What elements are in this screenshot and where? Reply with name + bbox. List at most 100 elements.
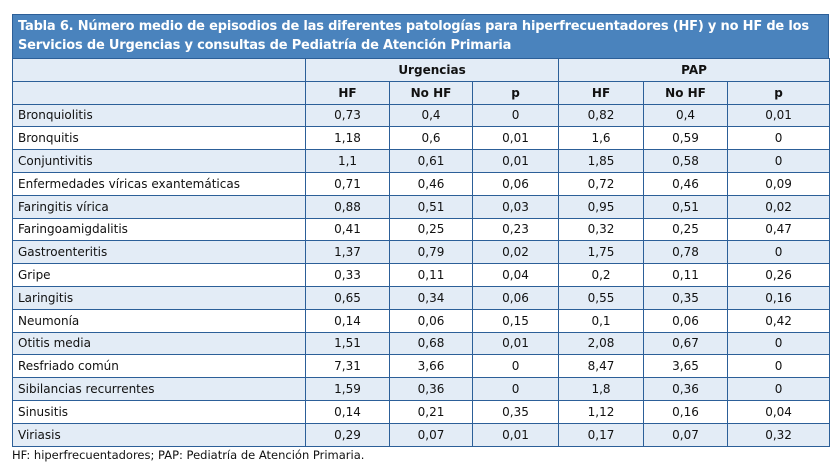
value-cell: 0,79	[389, 240, 473, 265]
value-cell: 0,88	[305, 194, 390, 219]
table-row: Viriasis 0,29 0,07 0,01 0,17 0,07 0,32	[12, 422, 831, 447]
value-cell: 0,2	[558, 263, 645, 287]
value-cell: 0,11	[389, 263, 473, 287]
value-cell: 0,51	[643, 194, 729, 219]
value-cell: 2,08	[558, 331, 645, 356]
value-cell: 1,18	[305, 126, 390, 151]
value-cell: 0,15	[471, 308, 560, 333]
row-label: Gripe	[12, 263, 306, 287]
value-cell: 0,61	[389, 149, 473, 173]
row-label: Laringitis	[12, 285, 306, 310]
value-cell: 0,65	[305, 285, 390, 310]
value-cell: 0,46	[389, 171, 473, 196]
value-cell: 0,73	[305, 103, 390, 128]
row-label: Sinusitis	[12, 399, 306, 424]
value-cell: 0,72	[558, 171, 645, 196]
value-cell: 0,1	[558, 308, 645, 333]
value-cell: 1,37	[305, 240, 390, 265]
value-cell: 8,47	[558, 354, 645, 379]
table-row: Conjuntivitis 1,1 0,61 0,01 1,85 0,58 0	[12, 149, 831, 173]
value-cell: 7,31	[305, 354, 390, 379]
value-cell: 0,09	[727, 171, 831, 196]
group-header-pap: PAP	[558, 58, 831, 82]
value-cell: 0,01	[471, 422, 560, 447]
subheader-cell: No HF	[643, 80, 729, 105]
value-cell: 0,01	[727, 103, 831, 128]
value-cell: 0,42	[727, 308, 831, 333]
table-row: Bronquitis 1,18 0,6 0,01 1,6 0,59 0	[12, 126, 831, 151]
value-cell: 0,14	[305, 308, 390, 333]
table-row: Faringitis vírica 0,88 0,51 0,03 0,95 0,51 0,0…	[12, 194, 831, 219]
value-cell: 0,25	[389, 217, 473, 242]
value-cell: 1,51	[305, 331, 390, 356]
empty-header-cell	[12, 80, 306, 105]
value-cell: 1,8	[558, 377, 645, 401]
row-label: Resfriado común	[12, 354, 306, 379]
value-cell: 0,82	[558, 103, 645, 128]
value-cell: 0,06	[643, 308, 729, 333]
row-label: Neumonía	[12, 308, 306, 333]
value-cell: 1,6	[558, 126, 645, 151]
value-cell: 0	[471, 354, 560, 379]
row-label: Enfermedades víricas exantemáticas	[12, 171, 306, 196]
table-row: Sinusitis 0,14 0,21 0,35 1,12 0,16 0,04	[12, 399, 831, 424]
table-row: Sibilancias recurrentes 1,59 0,36 0 1,8 0,36 0	[12, 377, 831, 401]
row-label: Conjuntivitis	[12, 149, 306, 173]
table-row: Otitis media 1,51 0,68 0,01 2,08 0,67 0	[12, 331, 831, 356]
table-row: Faringoamigdalitis 0,41 0,25 0,23 0,32 0,25 0,…	[12, 217, 831, 242]
group-header-urgencias: Urgencias	[304, 58, 560, 82]
value-cell: 0,26	[727, 263, 831, 287]
value-cell: 0,6	[389, 126, 473, 151]
table-row: Laringitis 0,65 0,34 0,06 0,55 0,35 0,16	[12, 285, 831, 310]
row-label: Bronquitis	[12, 126, 306, 151]
value-cell: 0,02	[471, 240, 560, 265]
value-cell: 0,4	[643, 103, 729, 128]
value-cell: 0,01	[471, 149, 560, 173]
value-cell: 0,36	[643, 377, 729, 401]
value-cell: 3,66	[389, 354, 473, 379]
value-cell: 0	[727, 331, 831, 356]
value-cell: 0,33	[305, 263, 390, 287]
value-cell: 0,06	[471, 285, 560, 310]
value-cell: 0,71	[305, 171, 390, 196]
value-cell: 0,07	[389, 422, 473, 447]
table-row: Neumonía 0,14 0,06 0,15 0,1 0,06 0,42	[12, 308, 831, 333]
value-cell: 0,21	[389, 399, 473, 424]
value-cell: 0	[471, 103, 560, 128]
row-label: Otitis media	[12, 331, 306, 356]
value-cell: 0	[727, 240, 831, 265]
value-cell: 1,85	[558, 149, 645, 173]
value-cell: 0,23	[471, 217, 560, 242]
value-cell: 0,41	[305, 217, 390, 242]
value-cell: 0,17	[558, 422, 645, 447]
value-cell: 0,95	[558, 194, 645, 219]
value-cell: 0,35	[643, 285, 729, 310]
value-cell: 0,06	[389, 308, 473, 333]
value-cell: 0,55	[558, 285, 645, 310]
table-row: Resfriado común 7,31 3,66 0 8,47 3,65 0	[12, 354, 831, 379]
value-cell: 0,01	[471, 126, 560, 151]
subheader-cell: No HF	[389, 80, 473, 105]
table-row: Gripe 0,33 0,11 0,04 0,2 0,11 0,26	[12, 263, 831, 287]
value-cell: 0,29	[305, 422, 390, 447]
row-label: Faringitis vírica	[12, 194, 306, 219]
subheader-cell: p	[727, 80, 831, 105]
value-cell: 0,03	[471, 194, 560, 219]
row-label: Sibilancias recurrentes	[12, 377, 306, 401]
value-cell: 3,65	[643, 354, 729, 379]
value-cell: 0,32	[558, 217, 645, 242]
value-cell: 0,68	[389, 331, 473, 356]
footnote: HF: hiperfrecuentadores; PAP: Pediatría …	[12, 448, 365, 462]
value-cell: 0	[727, 354, 831, 379]
value-cell: 0,78	[643, 240, 729, 265]
value-cell: 0,51	[389, 194, 473, 219]
subheader-cell: p	[471, 80, 560, 105]
value-cell: 1,75	[558, 240, 645, 265]
row-label: Bronquiolitis	[12, 103, 306, 128]
value-cell: 1,59	[305, 377, 390, 401]
value-cell: 0,35	[471, 399, 560, 424]
value-cell: 0	[471, 377, 560, 401]
value-cell: 0,47	[727, 217, 831, 242]
value-cell: 0,14	[305, 399, 390, 424]
subheader-cell: HF	[558, 80, 645, 105]
